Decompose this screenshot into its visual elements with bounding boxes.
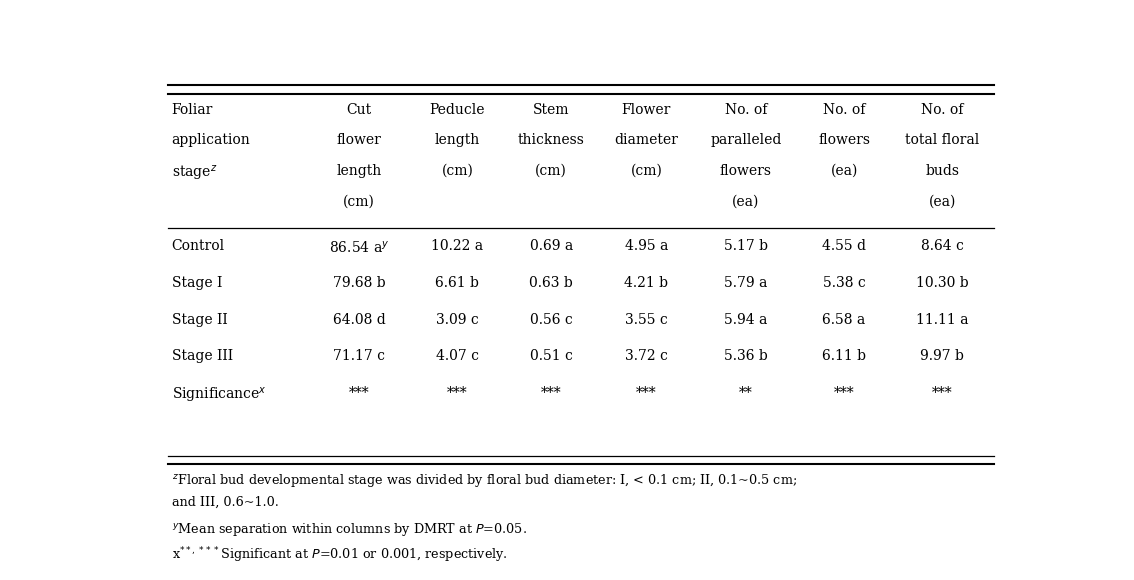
Text: ***: ***	[447, 386, 467, 400]
Text: (cm): (cm)	[535, 164, 567, 178]
Text: Stage II: Stage II	[171, 313, 228, 327]
Text: 10.30 b: 10.30 b	[916, 276, 968, 290]
Text: 4.07 c: 4.07 c	[435, 349, 479, 363]
Text: 0.63 b: 0.63 b	[530, 276, 573, 290]
Text: 71.17 c: 71.17 c	[333, 349, 386, 363]
Text: $^z$Floral bud developmental stage was divided by floral bud diameter: I, < 0.1 : $^z$Floral bud developmental stage was d…	[171, 472, 797, 488]
Text: 5.36 b: 5.36 b	[723, 349, 768, 363]
Text: total floral: total floral	[905, 133, 980, 147]
Text: 79.68 b: 79.68 b	[333, 276, 386, 290]
Text: (ea): (ea)	[733, 194, 760, 208]
Text: length: length	[337, 164, 382, 178]
Text: 0.69 a: 0.69 a	[530, 240, 573, 253]
Text: Foliar: Foliar	[171, 103, 213, 117]
Text: Stem: Stem	[533, 103, 569, 117]
Text: (cm): (cm)	[631, 164, 662, 178]
Text: flowers: flowers	[720, 164, 772, 178]
Text: length: length	[434, 133, 480, 147]
Text: Flower: Flower	[621, 103, 671, 117]
Text: paralleled: paralleled	[710, 133, 781, 147]
Text: x$^{**,***}$Significant at $\it{P}$=0.01 or 0.001, respectively.: x$^{**,***}$Significant at $\it{P}$=0.01…	[171, 545, 507, 565]
Text: (ea): (ea)	[830, 164, 857, 178]
Text: application: application	[171, 133, 251, 147]
Text: (ea): (ea)	[929, 194, 956, 208]
Text: 86.54 a$^y$: 86.54 a$^y$	[329, 240, 389, 255]
Text: (cm): (cm)	[441, 164, 473, 178]
Text: **: **	[739, 386, 753, 400]
Text: 6.11 b: 6.11 b	[822, 349, 866, 363]
Text: 8.64 c: 8.64 c	[921, 240, 964, 253]
Text: ***: ***	[833, 386, 854, 400]
Text: 3.72 c: 3.72 c	[625, 349, 668, 363]
Text: 64.08 d: 64.08 d	[333, 313, 386, 327]
Text: No. of: No. of	[725, 103, 767, 117]
Text: diameter: diameter	[615, 133, 678, 147]
Text: 0.56 c: 0.56 c	[530, 313, 573, 327]
Text: ***: ***	[541, 386, 561, 400]
Text: 4.55 d: 4.55 d	[822, 240, 866, 253]
Text: 6.61 b: 6.61 b	[435, 276, 480, 290]
Text: No. of: No. of	[823, 103, 865, 117]
Text: 4.95 a: 4.95 a	[625, 240, 668, 253]
Text: $^y$Mean separation within columns by DMRT at $\it{P}$=0.05.: $^y$Mean separation within columns by DM…	[171, 521, 526, 538]
Text: flower: flower	[337, 133, 382, 147]
Text: buds: buds	[925, 164, 959, 178]
Text: 6.58 a: 6.58 a	[822, 313, 865, 327]
Text: 10.22 a: 10.22 a	[431, 240, 483, 253]
Text: 5.94 a: 5.94 a	[725, 313, 768, 327]
Text: 5.38 c: 5.38 c	[822, 276, 865, 290]
Text: 0.51 c: 0.51 c	[530, 349, 573, 363]
Text: 5.79 a: 5.79 a	[725, 276, 768, 290]
Text: Stage III: Stage III	[171, 349, 232, 363]
Text: ***: ***	[636, 386, 657, 400]
Text: Control: Control	[171, 240, 225, 253]
Text: and III, 0.6~1.0.: and III, 0.6~1.0.	[171, 496, 279, 509]
Text: Cut: Cut	[347, 103, 372, 117]
Text: Stage I: Stage I	[171, 276, 222, 290]
Text: ***: ***	[349, 386, 370, 400]
Text: No. of: No. of	[921, 103, 964, 117]
Text: (cm): (cm)	[344, 194, 375, 208]
Text: Significance$^x$: Significance$^x$	[171, 386, 266, 405]
Text: 4.21 b: 4.21 b	[625, 276, 668, 290]
Text: 3.09 c: 3.09 c	[437, 313, 479, 327]
Text: 11.11 a: 11.11 a	[916, 313, 968, 327]
Text: 5.17 b: 5.17 b	[723, 240, 768, 253]
Text: ***: ***	[932, 386, 953, 400]
Text: 3.55 c: 3.55 c	[625, 313, 668, 327]
Text: stage$^z$: stage$^z$	[171, 164, 217, 183]
Text: Peducle: Peducle	[430, 103, 485, 117]
Text: flowers: flowers	[818, 133, 870, 147]
Text: thickness: thickness	[518, 133, 585, 147]
Text: 9.97 b: 9.97 b	[921, 349, 964, 363]
